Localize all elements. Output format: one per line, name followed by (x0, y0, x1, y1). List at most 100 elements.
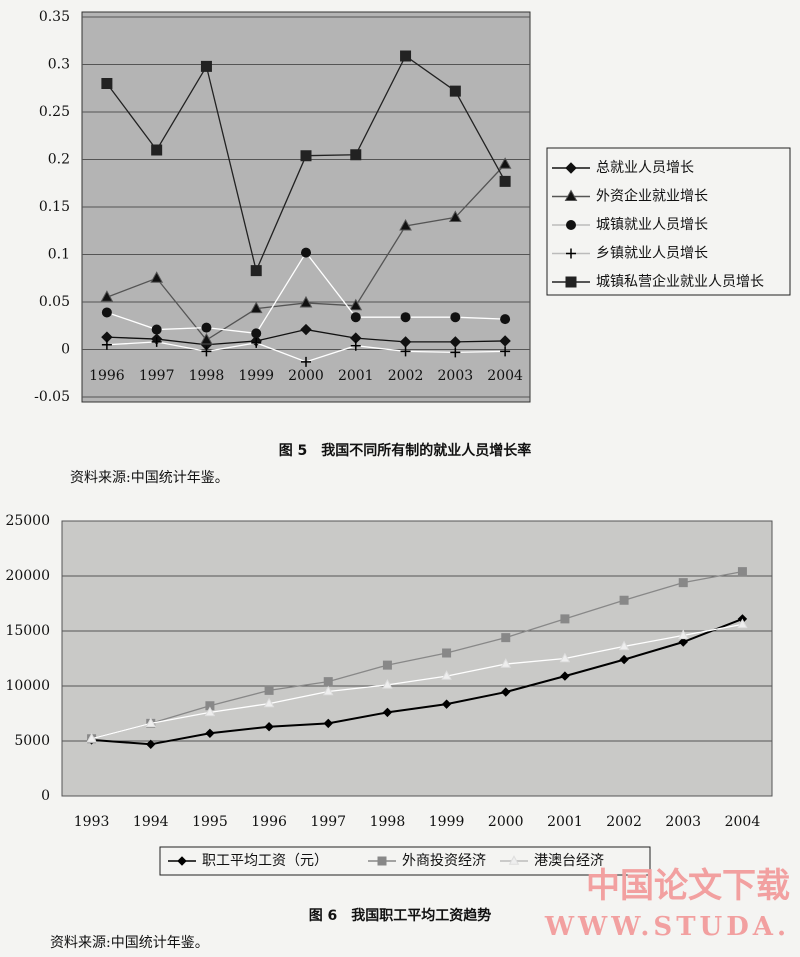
marker (150, 271, 164, 283)
marker (200, 60, 212, 72)
marker (151, 324, 162, 335)
y-tick-label: 0.05 (39, 294, 70, 310)
marker (300, 323, 312, 336)
legend-label: 港澳台经济 (534, 853, 604, 869)
marker (323, 718, 333, 729)
marker (737, 567, 747, 577)
y-tick-label: 0.15 (39, 199, 70, 215)
series-line (91, 617, 743, 746)
x-tick-label: 1993 (74, 814, 110, 830)
y-tick-label: 0 (61, 342, 70, 358)
x-tick-label: 1998 (370, 814, 406, 830)
x-tick-label: 2003 (665, 814, 701, 830)
legend-marker (564, 189, 578, 201)
watermark: WWW.STUDA. (544, 912, 790, 942)
legend-label: 城镇私营企业就业人员增长 (596, 273, 764, 290)
marker (251, 337, 262, 348)
y-tick-label: 5000 (14, 733, 50, 749)
marker (146, 739, 156, 750)
marker (201, 346, 212, 357)
marker (86, 732, 97, 743)
marker (500, 346, 511, 357)
marker (450, 312, 461, 323)
marker (499, 335, 511, 347)
x-tick-label: 2002 (606, 814, 642, 830)
marker (350, 340, 361, 351)
marker (101, 339, 112, 350)
marker (501, 687, 511, 697)
marker (500, 314, 511, 325)
marker (499, 175, 511, 187)
legend-label: 总就业人员增长 (596, 160, 694, 176)
marker (323, 677, 333, 687)
watermark: 中国论文下载 (586, 866, 790, 906)
marker (382, 679, 393, 689)
chart-title: 图 6 我国职工平均工资趋势 (309, 907, 492, 924)
legend-box (159, 846, 651, 876)
marker (678, 629, 689, 640)
x-tick-label: 2000 (288, 368, 324, 384)
x-tick-label: 1996 (251, 814, 287, 830)
marker (100, 290, 114, 302)
marker (501, 633, 511, 643)
marker (449, 336, 462, 348)
marker (400, 312, 411, 323)
y-tick-label: -0.05 (34, 389, 70, 405)
y-tick-label: 0.25 (39, 104, 70, 120)
legend-marker (566, 220, 576, 230)
marker (400, 50, 412, 62)
legend-label: 外商投资经济 (402, 853, 486, 869)
legend-label: 乡镇就业人员增长 (596, 246, 708, 262)
marker (301, 356, 311, 367)
legend-box (546, 147, 791, 296)
x-tick-label: 1999 (238, 368, 274, 384)
legend-marker (377, 856, 387, 866)
marker (441, 670, 452, 680)
x-tick-label: 1999 (429, 814, 465, 830)
legend-marker (566, 248, 576, 259)
legend-marker (508, 855, 520, 865)
marker (382, 660, 392, 670)
marker (498, 157, 512, 169)
chart-title: 图 5 我国不同所有制的就业人员增长率 (279, 442, 532, 459)
y-tick-label: 0 (41, 788, 50, 804)
marker (400, 346, 411, 357)
marker (382, 707, 393, 718)
marker (249, 301, 263, 314)
marker (559, 652, 571, 663)
y-tick-label: 10000 (5, 678, 50, 694)
legend-marker (565, 162, 577, 174)
y-tick-label: 0.3 (48, 57, 70, 73)
y-tick-label: 20000 (5, 568, 50, 584)
marker (349, 298, 363, 311)
marker (299, 295, 313, 308)
x-tick-label: 1998 (189, 368, 225, 384)
marker (350, 312, 361, 323)
legend-marker (177, 856, 187, 866)
source-note: 资料来源:中国统计年鉴。 (70, 470, 229, 486)
marker (560, 671, 570, 681)
marker (101, 307, 112, 318)
marker (263, 697, 275, 708)
marker (618, 640, 630, 651)
marker (201, 322, 212, 333)
legend-label: 城镇就业人员增长 (596, 217, 708, 233)
x-tick-label: 2003 (438, 368, 474, 384)
y-tick-label: 0.1 (48, 247, 70, 263)
x-tick-label: 2001 (547, 814, 583, 830)
x-tick-label: 2002 (388, 368, 424, 384)
marker (250, 265, 262, 277)
x-tick-label: 1994 (133, 814, 169, 830)
marker (737, 618, 748, 629)
marker (500, 658, 511, 668)
source-note: 资料来源:中国统计年鉴。 (50, 935, 209, 951)
marker (350, 149, 362, 161)
y-tick-label: 0.35 (39, 9, 70, 25)
x-tick-label: 2004 (487, 368, 523, 384)
marker (449, 85, 461, 97)
x-tick-label: 2001 (338, 368, 374, 384)
x-tick-label: 2000 (488, 814, 524, 830)
marker (251, 328, 262, 339)
marker (264, 721, 274, 732)
